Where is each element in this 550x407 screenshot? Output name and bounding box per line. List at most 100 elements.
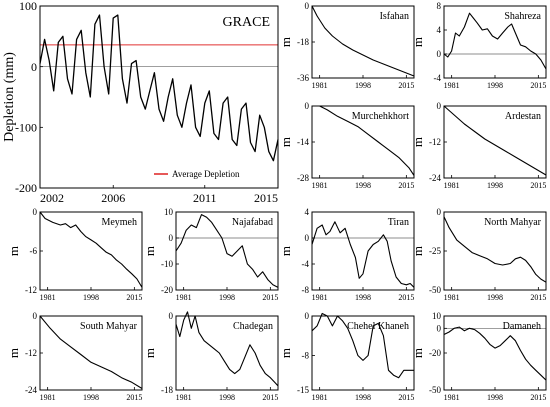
x-tick-label: 1998: [219, 393, 235, 402]
x-tick-label: 1981: [40, 393, 56, 402]
x-tick-label: 1981: [312, 181, 328, 190]
series-line-0: [443, 326, 547, 381]
y-tick-label: -14: [297, 137, 309, 147]
x-tick-label: 1981: [444, 393, 460, 402]
y-tick-label: 8: [437, 1, 442, 11]
y-axis-label: m: [6, 348, 21, 358]
y-tick-label: -4: [302, 259, 310, 269]
x-tick-label: 1998: [355, 181, 371, 190]
y-axis-label: m: [410, 137, 425, 147]
x-tick-label: 1981: [176, 293, 192, 302]
y-tick-label: 0: [33, 311, 38, 321]
series-line-0: [175, 214, 279, 288]
chart-title: GRACE: [223, 15, 270, 30]
y-tick-label: 0: [437, 323, 442, 333]
x-tick-label: 2015: [262, 293, 278, 302]
y-tick-label: -20: [429, 348, 441, 358]
x-tick-label: 1981: [444, 81, 460, 90]
y-tick-label: 0: [305, 101, 310, 111]
y-tick-label: -4: [434, 73, 442, 83]
x-tick-label: 2015: [126, 293, 142, 302]
x-tick-label: 1998: [487, 81, 503, 90]
chart-title: Ardestan: [505, 111, 541, 122]
chart-title: Tiran: [388, 217, 409, 228]
x-tick-label: 1981: [40, 293, 56, 302]
y-tick-label: 0: [169, 311, 174, 321]
y-axis-label: m: [410, 348, 425, 358]
y-axis-label: m: [278, 246, 293, 256]
chart-title: Chehel Khaneh: [347, 321, 409, 332]
y-tick-label: 0: [169, 233, 174, 243]
x-tick-label: 2015: [398, 81, 414, 90]
x-tick-label: 1981: [176, 393, 192, 402]
x-tick-label: 2015: [530, 81, 546, 90]
y-tick-label: -20: [161, 285, 173, 295]
y-tick-label: -200: [15, 181, 37, 195]
y-tick-label: 4: [437, 25, 442, 35]
y-tick-label: -12: [25, 285, 37, 295]
y-tick-label: -8: [302, 285, 310, 295]
y-tick-label: 0: [305, 1, 310, 11]
x-tick-label: 2015: [398, 181, 414, 190]
y-tick-label: 4: [305, 207, 310, 217]
series-line-0: [311, 312, 414, 379]
x-tick-label: 1998: [83, 393, 99, 402]
chart-title: Najafabad: [232, 217, 273, 228]
series-line-0: [443, 12, 547, 70]
y-axis-label: m: [410, 246, 425, 256]
x-tick-label: 1998: [355, 81, 371, 90]
y-tick-label: -36: [297, 73, 309, 83]
y-tick-label: 0: [437, 207, 442, 217]
y-tick-label: -25: [429, 246, 441, 256]
y-axis-label: m: [142, 246, 157, 256]
series-line-0: [443, 216, 547, 283]
x-tick-label: 1998: [487, 393, 503, 402]
x-tick-label: 2006: [101, 191, 125, 205]
y-tick-label: -50: [429, 285, 441, 295]
series-line-0: [39, 14, 279, 162]
chart-title: Isfahan: [380, 11, 409, 22]
y-tick-label: -50: [429, 385, 441, 395]
y-axis-label: Depletion (mm): [2, 52, 17, 142]
y-axis-label: m: [278, 137, 293, 147]
x-tick-label: 2015: [530, 293, 546, 302]
x-tick-label: 1981: [444, 181, 460, 190]
y-tick-label: -6: [30, 246, 38, 256]
y-tick-label: -15: [297, 385, 309, 395]
series-line-0: [443, 105, 547, 176]
x-tick-label: 1998: [219, 293, 235, 302]
x-tick-label: 2015: [398, 393, 414, 402]
x-tick-label: 1981: [312, 81, 328, 90]
y-tick-label: 0: [305, 311, 310, 321]
y-tick-label: -8: [302, 351, 310, 361]
chart-title: North Mahyar: [484, 217, 542, 228]
x-tick-label: 1981: [444, 293, 460, 302]
x-tick-label: 2015: [530, 393, 546, 402]
x-tick-label: 1998: [83, 293, 99, 302]
y-tick-label: -18: [161, 385, 173, 395]
y-tick-label: -28: [297, 173, 309, 183]
y-tick-label: -24: [429, 173, 441, 183]
x-tick-label: 1998: [355, 393, 371, 402]
chart-title: Chadegan: [233, 321, 273, 332]
x-tick-label: 1998: [487, 181, 503, 190]
series-line-0: [311, 5, 415, 77]
x-tick-label: 2015: [530, 181, 546, 190]
series-line-0: [39, 211, 143, 288]
y-tick-label: -12: [25, 348, 37, 358]
series-line-0: [312, 105, 415, 176]
y-tick-label: 0: [31, 60, 37, 74]
